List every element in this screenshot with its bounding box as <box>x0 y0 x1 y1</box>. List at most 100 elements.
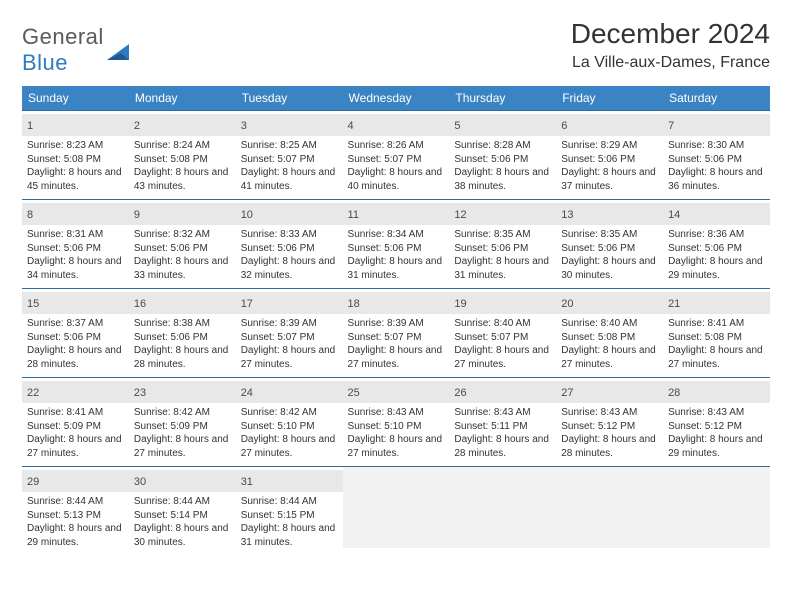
day-number: 3 <box>241 120 247 132</box>
calendar-cell: 16Sunrise: 8:38 AMSunset: 5:06 PMDayligh… <box>129 288 236 377</box>
day-detail: Sunrise: 8:34 AMSunset: 5:06 PMDaylight:… <box>348 228 445 282</box>
day-cell: 29Sunrise: 8:44 AMSunset: 5:13 PMDayligh… <box>22 466 129 555</box>
daynum-row: 5 <box>449 114 556 136</box>
daynum-row: 25 <box>343 381 450 403</box>
day-cell: 12Sunrise: 8:35 AMSunset: 5:06 PMDayligh… <box>449 199 556 288</box>
daynum-row: 15 <box>22 292 129 314</box>
calendar-cell: 19 Sunrise: 8:40 AMSunset: 5:07 PMDayligh… <box>449 288 556 377</box>
day-number: 14 <box>668 209 680 221</box>
day-number: 25 <box>348 387 360 399</box>
weekday-header: Tuesday <box>236 86 343 110</box>
day-cell: 9 Sunrise: 8:32 AMSunset: 5:06 PMDaylight… <box>129 199 236 288</box>
day-cell: 30 Sunrise: 8:44 AMSunset: 5:14 PMDayligh… <box>129 466 236 555</box>
daynum-row: 4 <box>343 114 450 136</box>
day-detail: Sunrise: 8:36 AMSunset: 5:06 PMDaylight:… <box>668 228 765 282</box>
day-detail: Sunrise: 8:43 AMSunset: 5:12 PMDaylight:… <box>561 406 658 460</box>
weekday-header: Thursday <box>449 86 556 110</box>
day-cell: 4Sunrise: 8:26 AMSunset: 5:07 PMDaylight… <box>343 110 450 199</box>
title-block: December 2024 La Ville-aux-Dames, France <box>571 18 770 72</box>
daynum-row: 18 <box>343 292 450 314</box>
calendar-body: 1Sunrise: 8:23 AMSunset: 5:08 PMDaylight… <box>22 110 770 555</box>
day-detail: Sunrise: 8:37 AMSunset: 5:06 PMDaylight:… <box>27 317 124 371</box>
day-detail: Sunrise: 8:28 AMSunset: 5:06 PMDaylight:… <box>454 139 551 193</box>
day-detail: Sunrise: 8:44 AMSunset: 5:14 PMDaylight:… <box>134 495 231 549</box>
day-cell: 18 Sunrise: 8:39 AMSunset: 5:07 PMDayligh… <box>343 288 450 377</box>
day-number: 4 <box>348 120 354 132</box>
triangle-icon <box>107 42 133 67</box>
calendar-cell <box>663 466 770 555</box>
calendar-row: 8Sunrise: 8:31 AMSunset: 5:06 PMDaylight… <box>22 199 770 288</box>
day-detail: Sunrise: 8:35 AMSunset: 5:06 PMDaylight:… <box>561 228 658 282</box>
day-detail: Sunrise: 8:39 AMSunset: 5:07 PMDaylight:… <box>348 317 445 371</box>
day-number: 22 <box>27 387 39 399</box>
day-cell: 28Sunrise: 8:43 AMSunset: 5:12 PMDayligh… <box>663 377 770 466</box>
day-cell: 7Sunrise: 8:30 AMSunset: 5:06 PMDaylight… <box>663 110 770 199</box>
weekday-header: Saturday <box>663 86 770 110</box>
day-number: 19 <box>454 298 466 310</box>
calendar-cell: 14 Sunrise: 8:36 AMSunset: 5:06 PMDayligh… <box>663 199 770 288</box>
day-number: 28 <box>668 387 680 399</box>
day-cell: 10Sunrise: 8:33 AMSunset: 5:06 PMDayligh… <box>236 199 343 288</box>
daynum-row: 1 <box>22 114 129 136</box>
daynum-row: 14 <box>663 203 770 225</box>
month-title: December 2024 <box>571 18 770 50</box>
calendar-cell <box>343 466 450 555</box>
calendar-cell: 26Sunrise: 8:43 AMSunset: 5:11 PMDayligh… <box>449 377 556 466</box>
day-number: 27 <box>561 387 573 399</box>
daynum-row: 9 <box>129 203 236 225</box>
daynum-row: 20 <box>556 292 663 314</box>
day-detail: Sunrise: 8:30 AMSunset: 5:06 PMDaylight:… <box>668 139 765 193</box>
day-cell: 22 Sunrise: 8:41 AMSunset: 5:09 PMDayligh… <box>22 377 129 466</box>
daynum-row: 30 <box>129 470 236 492</box>
daynum-row: 29 <box>22 470 129 492</box>
calendar-cell <box>556 466 663 555</box>
weekday-header: Wednesday <box>343 86 450 110</box>
daynum-row: 22 <box>22 381 129 403</box>
day-detail: Sunrise: 8:42 AMSunset: 5:10 PMDaylight:… <box>241 406 338 460</box>
day-number: 21 <box>668 298 680 310</box>
daynum-row: 31 <box>236 470 343 492</box>
day-cell: 24Sunrise: 8:42 AMSunset: 5:10 PMDayligh… <box>236 377 343 466</box>
calendar-cell: 21Sunrise: 8:41 AMSunset: 5:08 PMDayligh… <box>663 288 770 377</box>
calendar-cell: 25 Sunrise: 8:43 AMSunset: 5:10 PMDayligh… <box>343 377 450 466</box>
calendar-cell: 28Sunrise: 8:43 AMSunset: 5:12 PMDayligh… <box>663 377 770 466</box>
logo-part1: General <box>22 24 104 49</box>
calendar-cell: 29Sunrise: 8:44 AMSunset: 5:13 PMDayligh… <box>22 466 129 555</box>
day-detail: Sunrise: 8:35 AMSunset: 5:06 PMDaylight:… <box>454 228 551 282</box>
calendar-cell: 8Sunrise: 8:31 AMSunset: 5:06 PMDaylight… <box>22 199 129 288</box>
day-number: 8 <box>27 209 33 221</box>
day-cell: 5 Sunrise: 8:28 AMSunset: 5:06 PMDaylight… <box>449 110 556 199</box>
day-detail: Sunrise: 8:43 AMSunset: 5:10 PMDaylight:… <box>348 406 445 460</box>
daynum-row: 6 <box>556 114 663 136</box>
day-number: 5 <box>454 120 460 132</box>
day-cell: 11Sunrise: 8:34 AMSunset: 5:06 PMDayligh… <box>343 199 450 288</box>
calendar-cell: 30 Sunrise: 8:44 AMSunset: 5:14 PMDayligh… <box>129 466 236 555</box>
calendar-cell: 11Sunrise: 8:34 AMSunset: 5:06 PMDayligh… <box>343 199 450 288</box>
day-cell: 19 Sunrise: 8:40 AMSunset: 5:07 PMDayligh… <box>449 288 556 377</box>
daynum-row: 13 <box>556 203 663 225</box>
day-number: 20 <box>561 298 573 310</box>
calendar-cell: 23Sunrise: 8:42 AMSunset: 5:09 PMDayligh… <box>129 377 236 466</box>
weekday-header: Friday <box>556 86 663 110</box>
day-cell: 13 Sunrise: 8:35 AMSunset: 5:06 PMDayligh… <box>556 199 663 288</box>
day-number: 6 <box>561 120 567 132</box>
day-cell: 16Sunrise: 8:38 AMSunset: 5:06 PMDayligh… <box>129 288 236 377</box>
logo: General Blue <box>22 24 133 76</box>
header: General Blue December 2024 La Ville-aux-… <box>22 18 770 76</box>
day-number: 31 <box>241 476 253 488</box>
calendar-cell: 12Sunrise: 8:35 AMSunset: 5:06 PMDayligh… <box>449 199 556 288</box>
day-cell: 26Sunrise: 8:43 AMSunset: 5:11 PMDayligh… <box>449 377 556 466</box>
daynum-row: 21 <box>663 292 770 314</box>
day-detail: Sunrise: 8:40 AMSunset: 5:07 PMDaylight:… <box>454 317 551 371</box>
daynum-row: 16 <box>129 292 236 314</box>
day-detail: Sunrise: 8:32 AMSunset: 5:06 PMDaylight:… <box>134 228 231 282</box>
day-number: 30 <box>134 476 146 488</box>
day-detail: Sunrise: 8:41 AMSunset: 5:09 PMDaylight:… <box>27 406 124 460</box>
day-cell: 14 Sunrise: 8:36 AMSunset: 5:06 PMDayligh… <box>663 199 770 288</box>
day-cell: 6Sunrise: 8:29 AMSunset: 5:06 PMDaylight… <box>556 110 663 199</box>
logo-text: General Blue <box>22 24 104 76</box>
empty-cell <box>449 466 556 548</box>
day-cell: 27 Sunrise: 8:43 AMSunset: 5:12 PMDayligh… <box>556 377 663 466</box>
calendar-cell: 4Sunrise: 8:26 AMSunset: 5:07 PMDaylight… <box>343 110 450 199</box>
day-cell: 20Sunrise: 8:40 AMSunset: 5:08 PMDayligh… <box>556 288 663 377</box>
